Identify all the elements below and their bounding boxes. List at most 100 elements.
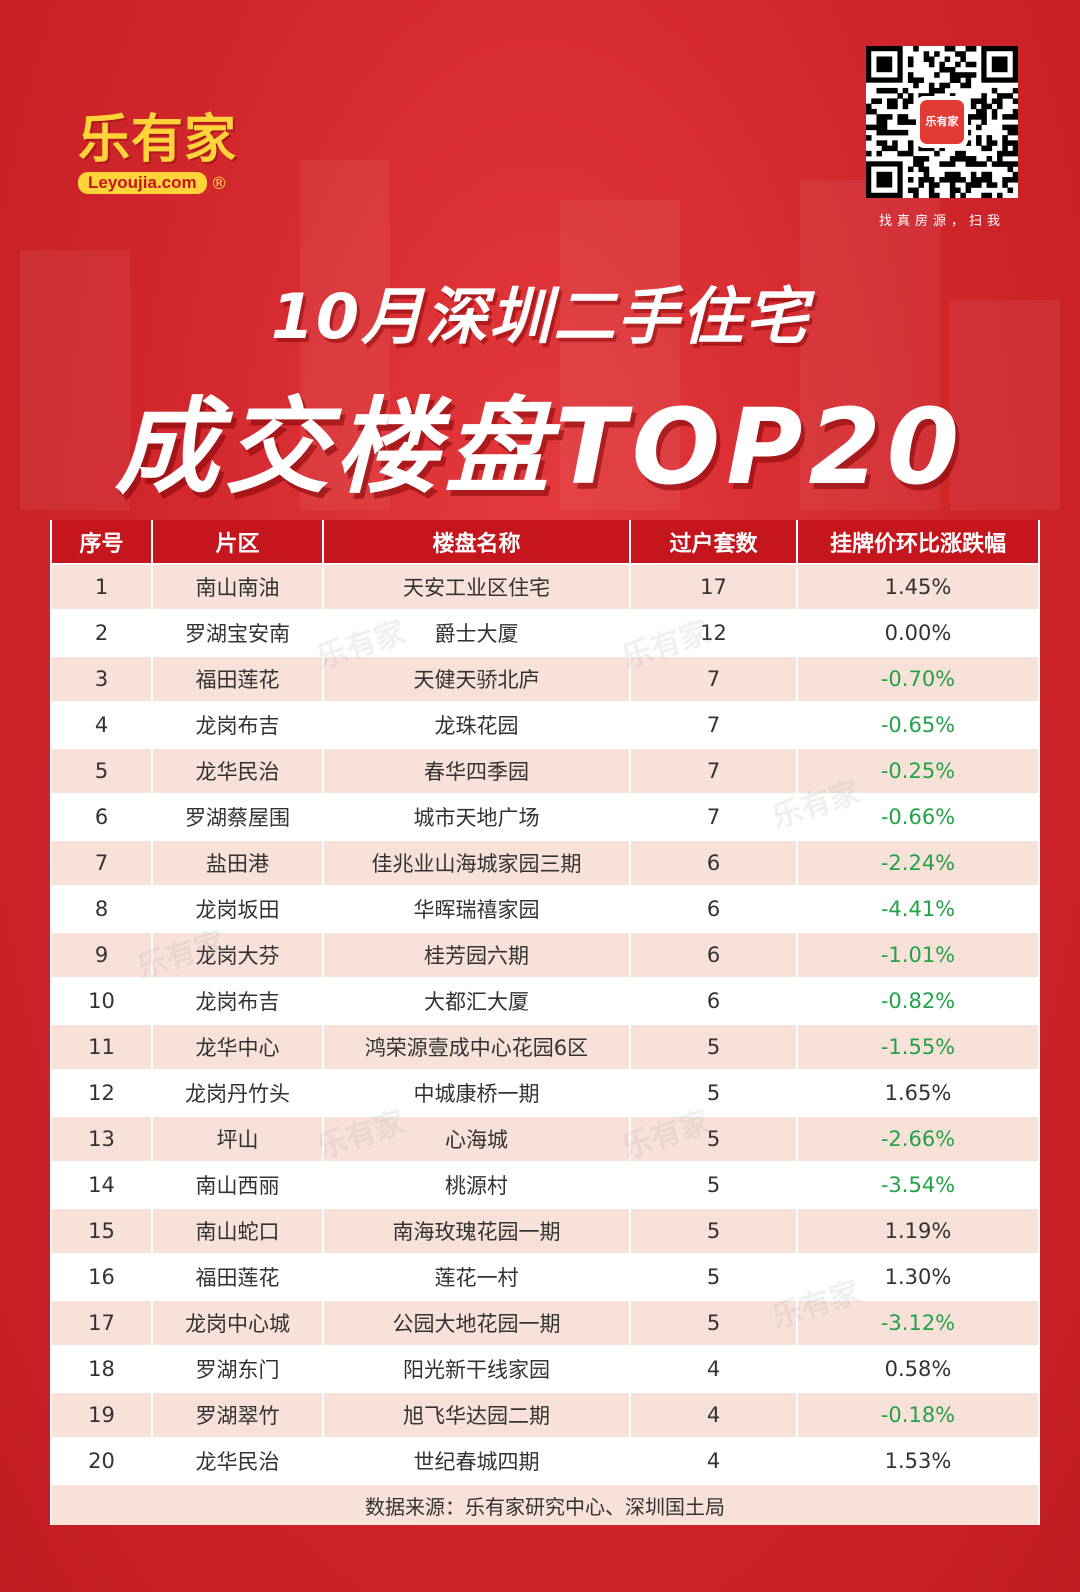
transfer-count-cell: 7	[629, 747, 798, 794]
rank-cell: 9	[50, 931, 153, 978]
qr-module	[1007, 161, 1014, 167]
qr-module	[960, 51, 966, 57]
qr-module	[913, 82, 919, 89]
qr-module	[944, 82, 951, 89]
qr-module	[892, 98, 898, 104]
qr-module	[1012, 140, 1018, 146]
estate-name-cell: 华晖瑞禧家园	[322, 885, 631, 932]
qr-module	[939, 82, 945, 89]
rank-cell: 11	[50, 1023, 153, 1070]
qr-module	[913, 156, 919, 162]
qr-module	[955, 171, 961, 178]
qr-caption: 找真房源，扫我	[878, 214, 1005, 229]
qr-module	[981, 114, 987, 120]
estate-name-cell: 莲花一村	[322, 1253, 631, 1300]
district-cell: 坪山	[151, 1115, 324, 1162]
qr-badge-text: 乐有家	[920, 100, 964, 144]
qr-module	[1012, 145, 1018, 152]
transfer-count-cell: 6	[629, 977, 798, 1024]
transfer-count-cell: 4	[629, 1391, 798, 1438]
qr-module	[871, 108, 877, 115]
qr-module	[1002, 114, 1008, 120]
district-cell: 龙岗坂田	[151, 885, 324, 932]
qr-module	[886, 145, 893, 152]
qr-module	[949, 182, 956, 188]
qr-module	[997, 156, 1003, 162]
qr-module	[897, 150, 903, 157]
qr-module	[907, 77, 914, 83]
qr-module	[913, 192, 919, 198]
qr-module	[918, 166, 924, 173]
district-cell: 罗湖东门	[151, 1345, 324, 1392]
table-row: 2 罗湖宝安南 爵士大厦 12 0.00%	[50, 609, 1040, 656]
qr-module	[934, 182, 940, 188]
qr-module	[986, 192, 993, 198]
qr-module	[886, 87, 893, 94]
qr-module	[970, 98, 977, 104]
qr-module	[881, 119, 888, 125]
table-row: 16 福田莲花 莲花一村 5 1.30%	[50, 1253, 1040, 1300]
qr-module	[970, 156, 977, 162]
qr-module	[892, 129, 898, 136]
qr-module	[918, 161, 924, 167]
qr-module	[928, 182, 935, 188]
qr-module	[965, 46, 972, 52]
qr-module	[902, 150, 909, 157]
qr-module	[934, 192, 940, 198]
qr-code: 乐有家	[866, 46, 1018, 198]
qr-module	[986, 145, 993, 152]
price-change-cell: 1.65%	[796, 1069, 1040, 1116]
district-cell: 福田莲花	[151, 655, 324, 702]
qr-module	[981, 103, 987, 110]
qr-module	[928, 82, 935, 89]
rank-cell: 4	[50, 701, 153, 748]
rank-cell: 3	[50, 655, 153, 702]
qr-module	[970, 46, 977, 52]
qr-module	[997, 161, 1003, 167]
qr-module	[939, 145, 945, 152]
qr-module	[923, 156, 930, 162]
estate-name-cell: 天健天骄北庐	[322, 655, 631, 702]
price-change-cell: -4.41%	[796, 885, 1040, 932]
qr-module	[876, 140, 883, 146]
qr-module	[976, 182, 982, 188]
qr-module	[1012, 114, 1018, 120]
qr-module	[955, 150, 961, 157]
qr-module	[986, 156, 993, 162]
transfer-count-cell: 5	[629, 1207, 798, 1254]
table-row: 17 龙岗中心城 公园大地花园一期 5 -3.12%	[50, 1299, 1040, 1346]
estate-name-cell: 桂芳园六期	[322, 931, 631, 978]
qr-module	[965, 61, 972, 68]
qr-module	[928, 93, 935, 99]
price-change-cell: -2.24%	[796, 839, 1040, 886]
qr-module	[965, 119, 972, 125]
price-change-cell: -0.66%	[796, 793, 1040, 840]
qr-module	[928, 145, 935, 152]
qr-module	[892, 87, 898, 94]
table-row: 15 南山蛇口 南海玫瑰花园一期 5 1.19%	[50, 1207, 1040, 1254]
estate-name-cell: 大都汇大厦	[322, 977, 631, 1024]
qr-module	[976, 114, 982, 120]
qr-module	[1002, 145, 1008, 152]
title-line1: 10月深圳二手住宅	[270, 280, 810, 353]
qr-module	[965, 72, 972, 78]
transfer-count-cell: 5	[629, 1299, 798, 1346]
rank-cell: 13	[50, 1115, 153, 1162]
qr-module	[934, 87, 940, 94]
qr-module	[955, 61, 961, 68]
qr-module	[981, 145, 987, 152]
estate-name-cell: 旭飞华达园二期	[322, 1391, 631, 1438]
column-header: 序号	[50, 520, 153, 564]
qr-module	[923, 177, 930, 183]
qr-module	[923, 166, 930, 173]
qr-module	[944, 66, 951, 73]
qr-module	[997, 93, 1003, 99]
qr-module	[892, 103, 898, 110]
qr-module	[939, 66, 945, 73]
qr-module	[886, 98, 893, 104]
qr-module	[1012, 108, 1018, 115]
transfer-count-cell: 6	[629, 839, 798, 886]
price-change-cell: -2.66%	[796, 1115, 1040, 1162]
qr-module	[970, 161, 977, 167]
table-header-row: 序号 片区 楼盘名称 过户套数 挂牌价环比涨跌幅	[50, 520, 1040, 564]
